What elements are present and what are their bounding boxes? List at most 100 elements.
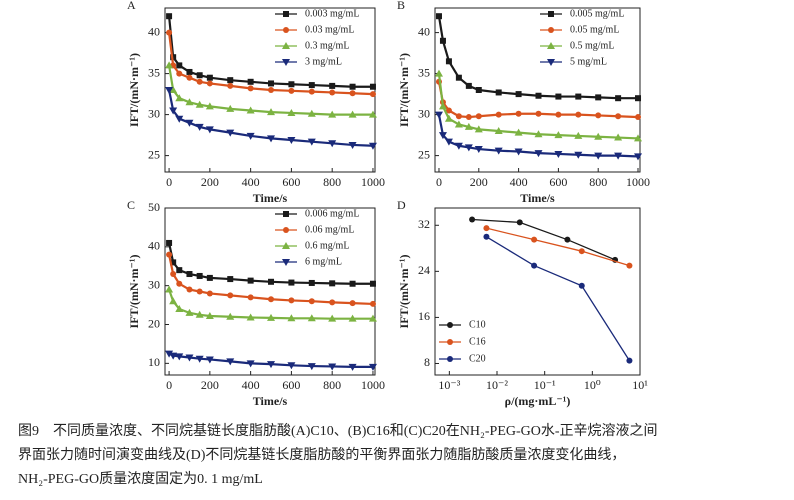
marker bbox=[454, 142, 463, 150]
x-tick-label: 200 bbox=[201, 175, 219, 189]
x-axis-title: Time/s bbox=[520, 191, 555, 205]
caption-line: NH₂-PEG-GO质量浓度固定为0. 1 mg/mL bbox=[18, 472, 263, 487]
marker bbox=[328, 110, 337, 118]
marker bbox=[283, 227, 289, 233]
marker bbox=[206, 274, 213, 281]
marker bbox=[176, 267, 183, 274]
x-tick-label: 0 bbox=[166, 175, 172, 189]
marker bbox=[307, 363, 316, 371]
marker bbox=[186, 286, 193, 293]
x-tick-label: 400 bbox=[242, 175, 260, 189]
marker bbox=[495, 89, 502, 96]
marker bbox=[185, 354, 194, 362]
marker bbox=[185, 98, 194, 106]
marker bbox=[465, 114, 472, 121]
legend-label: C16 bbox=[469, 336, 486, 347]
legend-label: 0.3 mg/mL bbox=[305, 40, 349, 51]
marker bbox=[578, 282, 585, 289]
marker bbox=[465, 82, 472, 89]
marker bbox=[195, 355, 204, 363]
marker bbox=[246, 313, 255, 321]
x-axis-title: Time/s bbox=[253, 394, 288, 408]
marker bbox=[328, 363, 337, 371]
marker bbox=[175, 94, 184, 102]
marker bbox=[614, 152, 623, 160]
marker bbox=[447, 356, 453, 362]
marker bbox=[348, 110, 357, 118]
marker bbox=[435, 13, 442, 20]
y-tick-label: 25 bbox=[148, 147, 160, 161]
x-tick-label: 400 bbox=[242, 378, 260, 392]
marker bbox=[635, 114, 642, 121]
marker bbox=[535, 92, 542, 99]
marker bbox=[574, 151, 583, 159]
marker bbox=[434, 111, 443, 119]
marker bbox=[226, 129, 235, 137]
marker bbox=[328, 314, 337, 322]
marker bbox=[308, 279, 315, 286]
marker bbox=[246, 106, 255, 114]
marker bbox=[578, 248, 585, 255]
marker bbox=[267, 135, 276, 143]
marker bbox=[329, 89, 336, 96]
marker bbox=[283, 11, 289, 17]
marker bbox=[547, 59, 555, 66]
marker bbox=[205, 311, 214, 319]
plot-frame bbox=[434, 7, 641, 173]
marker bbox=[594, 132, 603, 140]
marker bbox=[283, 211, 289, 217]
marker bbox=[534, 130, 543, 138]
legend-label: 0.05 mg/mL bbox=[570, 24, 619, 35]
marker bbox=[186, 68, 193, 75]
marker bbox=[195, 123, 204, 131]
marker bbox=[287, 362, 296, 370]
y-tick-label: 8 bbox=[424, 355, 430, 369]
marker bbox=[635, 95, 642, 102]
caption: 图9 不同质量浓度、不同烷基链长度脂肪酸(A)C10、(B)C16和(C)C20… bbox=[18, 420, 788, 492]
marker bbox=[282, 42, 290, 49]
y-tick-label: 30 bbox=[148, 277, 160, 291]
legend-label: 0.005 mg/mL bbox=[570, 8, 624, 19]
y-tick-label: 35 bbox=[148, 65, 160, 79]
x-tick-label: 600 bbox=[282, 378, 300, 392]
marker bbox=[170, 259, 177, 266]
marker bbox=[186, 271, 193, 278]
x-tick-label: 10⁻³ bbox=[438, 378, 460, 392]
x-tick-label: 0 bbox=[166, 378, 172, 392]
marker bbox=[328, 140, 337, 148]
y-axis-title: IFT/(mN·m⁻¹) bbox=[127, 53, 141, 127]
y-axis-title: IFT/(mN·m⁻¹) bbox=[397, 53, 411, 127]
marker bbox=[288, 279, 295, 286]
marker bbox=[247, 85, 254, 92]
marker bbox=[349, 280, 356, 287]
marker bbox=[175, 115, 184, 123]
marker bbox=[268, 87, 275, 93]
series-line bbox=[472, 218, 616, 261]
marker bbox=[226, 104, 235, 112]
x-axis-title: Time/s bbox=[253, 191, 288, 205]
x-tick-label: 800 bbox=[589, 175, 607, 189]
legend-label: 5 mg/mL bbox=[570, 56, 607, 67]
marker bbox=[516, 219, 523, 226]
marker bbox=[268, 80, 275, 87]
marker bbox=[514, 148, 523, 156]
marker bbox=[369, 300, 376, 307]
marker bbox=[615, 113, 622, 120]
marker bbox=[368, 110, 377, 118]
marker bbox=[348, 363, 357, 371]
marker bbox=[165, 61, 174, 69]
plot-frame bbox=[434, 207, 641, 376]
marker bbox=[226, 358, 235, 366]
marker bbox=[548, 27, 554, 33]
marker bbox=[247, 294, 254, 301]
marker bbox=[169, 297, 178, 305]
legend-label: 6 mg/mL bbox=[305, 256, 342, 267]
marker bbox=[349, 300, 356, 307]
legend-label: 3 mg/mL bbox=[305, 56, 342, 67]
marker bbox=[368, 314, 377, 322]
marker bbox=[594, 152, 603, 160]
marker bbox=[455, 74, 462, 81]
panel-label: B bbox=[397, 0, 405, 12]
legend-label: 0.6 mg/mL bbox=[305, 240, 349, 251]
